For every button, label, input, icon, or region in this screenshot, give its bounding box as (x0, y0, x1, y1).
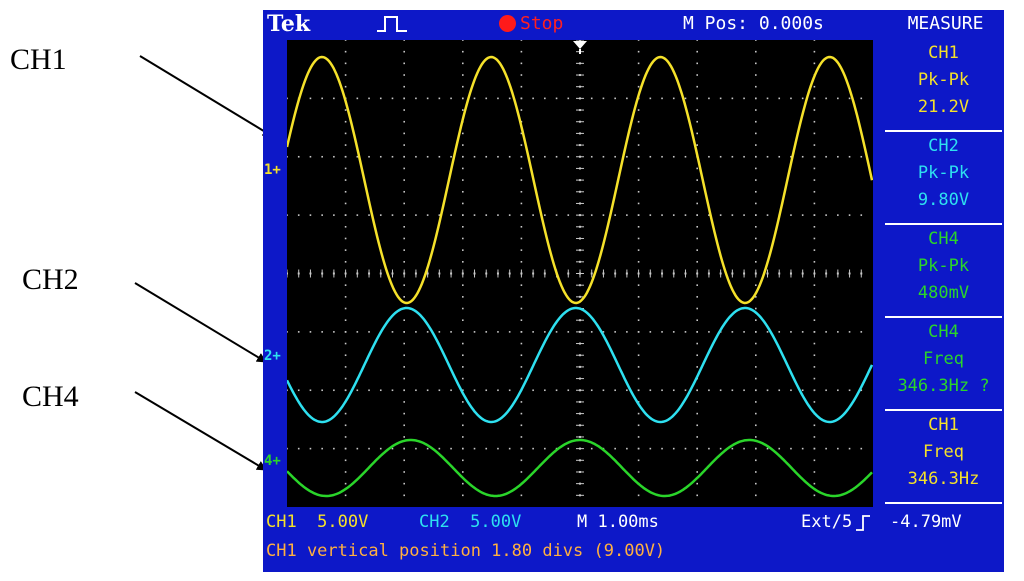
graticule-grid (287, 40, 863, 497)
measurement-2[interactable]: CH2 Pk-Pk 9.80V (885, 133, 1002, 225)
measurement-3[interactable]: CH4 Pk-Pk 480mV (885, 226, 1002, 318)
ch1-ground-marker[interactable]: 1+ (264, 162, 281, 178)
measurement-1-channel: CH1 (928, 43, 959, 63)
measurement-2-value: 9.80V (917, 190, 970, 210)
waveform-display (287, 40, 873, 507)
measurement-3-type: Pk-Pk (917, 256, 970, 276)
measurement-5-channel: CH1 (928, 415, 959, 435)
menu-title: MEASURE (907, 13, 984, 34)
trigger-position-marker-icon (573, 41, 587, 54)
ch4-annotation-arrow (134, 391, 267, 471)
timebase-readout[interactable]: M 1.00ms (577, 512, 659, 532)
scope-top-bar: Tek Stop M Pos: 0.000s MEASURE (263, 10, 1004, 38)
ch2-annotation-arrow (134, 282, 267, 363)
ch2-waveform (287, 306, 873, 424)
measurement-2-type: Pk-Pk (917, 163, 970, 183)
ch1-annotation-label: CH1 (10, 43, 67, 76)
measurement-4-type: Freq (923, 349, 964, 369)
status-message: CH1 vertical position 1.80 divs (9.00V) (266, 541, 666, 561)
oscilloscope-screen: Tek Stop M Pos: 0.000s MEASURE 1+ 2+ 4+ … (263, 10, 1004, 572)
measurement-3-channel: CH4 (928, 229, 959, 249)
trigger-source-readout: Ext/5 (801, 512, 853, 532)
measurement-1[interactable]: CH1 Pk-Pk 21.2V (885, 40, 1002, 132)
ch1-scale-readout[interactable]: CH1 5.00V (266, 512, 369, 532)
rising-edge-icon (856, 515, 870, 531)
measurement-1-type: Pk-Pk (917, 70, 970, 90)
measurement-4-value: 346.3Hz ? (897, 376, 990, 396)
ch2-annotation-label: CH2 (22, 263, 79, 296)
horizontal-position-readout: M Pos: 0.000s (683, 13, 824, 34)
measurement-4[interactable]: CH4 Freq 346.3Hz ? (885, 319, 1002, 411)
measurement-4-channel: CH4 (928, 322, 959, 342)
ch2-scale-readout[interactable]: CH2 5.00V (419, 512, 522, 532)
measurement-3-value: 480mV (917, 283, 970, 303)
ch4-ground-marker[interactable]: 4+ (264, 453, 281, 469)
acquisition-status: Stop (520, 13, 564, 34)
measurement-5-value: 346.3Hz (907, 469, 980, 489)
trigger-level-readout: -4.79mV (890, 512, 962, 532)
brand-logo: Tek (267, 11, 311, 37)
measurement-1-value: 21.2V (917, 97, 970, 117)
measurement-5[interactable]: CH1 Freq 346.3Hz (885, 412, 1002, 504)
measurement-5-type: Freq (923, 442, 964, 462)
ch4-annotation-label: CH4 (22, 380, 79, 413)
waveform-graticule (287, 40, 873, 498)
ch1-waveform (287, 55, 873, 305)
measurement-2-channel: CH2 (928, 136, 959, 156)
ch2-ground-marker[interactable]: 2+ (264, 348, 281, 364)
status-bar: CH1 5.00V CH2 5.00V M 1.00ms Ext/5 -4.79… (263, 510, 1004, 536)
ch1-annotation-arrow (139, 55, 273, 137)
stop-indicator-icon (499, 15, 516, 32)
pulse-trigger-icon (377, 16, 407, 32)
ch4-waveform (287, 438, 873, 498)
